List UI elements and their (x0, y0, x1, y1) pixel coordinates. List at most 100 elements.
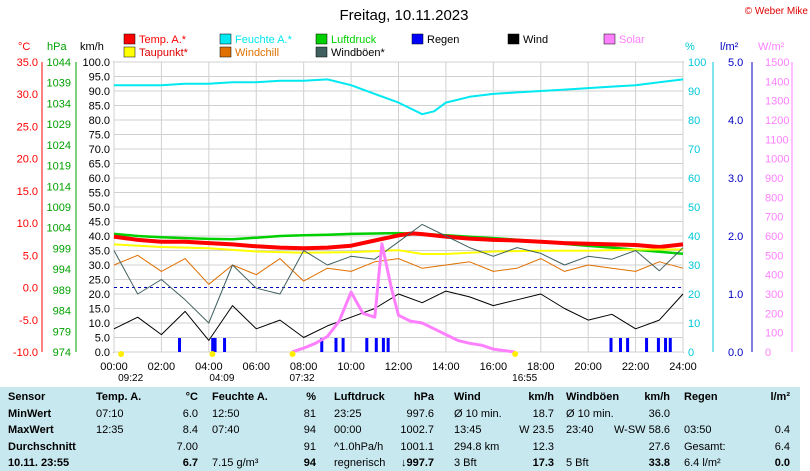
wind-tick-label: 75.0 (89, 130, 110, 142)
temp-tick-label: 30.0 (17, 89, 38, 101)
pressure-tick-label: 1014 (47, 181, 71, 193)
legend-label: Temp. A.* (139, 34, 187, 46)
solar-tick-label: 800 (765, 192, 783, 204)
rain-bar (374, 338, 378, 352)
table-cell: 17.3 (532, 457, 554, 469)
table-header-cell: l/m² (770, 391, 790, 403)
legend-swatch (315, 46, 328, 58)
wind-axis-label: km/h (80, 41, 104, 53)
humidity-tick-label: 40 (688, 231, 700, 243)
rain-bar (656, 338, 660, 352)
solar-axis-label: W/m² (758, 41, 785, 53)
table-header-cell: Temp. A. (96, 391, 142, 403)
legend-label: Taupunkt* (139, 47, 189, 59)
rain-bar (178, 338, 182, 352)
temp-tick-label: -10.0 (13, 347, 38, 359)
rain-bar (609, 338, 613, 352)
table-cell: 07:10 (96, 407, 124, 420)
x-tick-label: 08:00 (290, 361, 318, 373)
time-marker-label: 04:09 (209, 373, 234, 384)
wind-tick-label: 45.0 (89, 217, 110, 229)
rain-tick-label: 5.0 (728, 57, 743, 69)
table-cell: 12:50 (212, 407, 240, 420)
x-tick-label: 12:00 (385, 361, 413, 373)
rain-bar (381, 338, 385, 352)
table-cell: 36.0 (648, 407, 670, 420)
table-cell: 07:40 (212, 424, 240, 436)
wind-tick-label: 30.0 (89, 260, 110, 272)
rain-bar (664, 338, 668, 352)
table-header-cell: °C (185, 391, 198, 403)
table-cell: 6.4 l/m² (684, 457, 721, 469)
legend: Temp. A.* Feuchte A.* Luftdruck Regen Wind So… (123, 33, 645, 59)
legend-label: Solar (619, 34, 645, 46)
rain-bar (211, 338, 215, 352)
wind-tick-label: 20.0 (89, 289, 110, 301)
legend-swatch (411, 33, 424, 45)
table-cell: 1002.7 (400, 424, 434, 436)
pressure-tick-label: 1024 (47, 140, 71, 152)
wind-tick-label: 90.0 (89, 86, 110, 98)
series-taupunkt- (113, 243, 683, 255)
legend-swatch (219, 33, 232, 45)
humidity-tick-label: 20 (688, 289, 700, 301)
legend-label: Regen (427, 34, 459, 46)
wind-tick-label: 65.0 (89, 159, 110, 171)
table-cell: 1001.1 (400, 440, 434, 453)
rain-bar (223, 338, 227, 352)
wind-tick-label: 80.0 (89, 115, 110, 127)
x-tick-label: 20:00 (574, 361, 602, 373)
table-cell: 6.7 (182, 457, 198, 469)
rain-bar (341, 338, 345, 352)
table-cell: 91 (303, 440, 316, 453)
table-header-cell: Wind (454, 391, 481, 403)
rain-bar (668, 338, 672, 352)
pressure-tick-label: 984 (53, 306, 71, 318)
series-windchill (113, 254, 684, 285)
table-header-cell: hPa (413, 391, 434, 403)
pressure-tick-label: 979 (53, 326, 71, 338)
wind-tick-label: 35.0 (89, 246, 110, 258)
rain-bar (386, 338, 390, 352)
rain-bar (626, 338, 630, 352)
table-cell: regnerisch (334, 457, 386, 469)
legend-swatch (123, 46, 136, 58)
table-cell: 12.3 (532, 440, 554, 453)
series-wind (113, 290, 684, 341)
table-row-label: MinWert (8, 407, 52, 420)
table-header-cell: km/h (528, 391, 554, 403)
humidity-tick-label: 30 (688, 260, 700, 272)
table-header-cell: Feuchte A. (212, 391, 268, 403)
axes: 35.0 30.0 25.0 20.0 15.0 10.0 5.0 0.0 -5.0 -10.0 1… (13, 41, 793, 373)
legend-label: Windböen* (331, 47, 386, 59)
table-row-label: Durchschnitt (8, 440, 76, 453)
table-header-cell: Regen (684, 391, 718, 403)
table-cell: ↓997.7 (400, 457, 434, 469)
legend-swatch (507, 33, 520, 45)
rain-bar (618, 338, 622, 352)
rain-tick-label: 4.0 (728, 115, 743, 127)
series-windb-en- (113, 223, 684, 324)
solar-tick-label: 0 (765, 347, 771, 359)
x-tick-label: 04:00 (195, 361, 223, 373)
chart-title: Freitag, 10.11.2023 (340, 7, 469, 24)
wind-tick-label: 85.0 (89, 101, 110, 113)
time-markers: 09:22 04:09 07:32 16:55 (118, 351, 538, 384)
statistics-table: Sensor Temp. A. °C Feuchte A.% Luftdruck hPa W… (0, 387, 800, 471)
table-cell: 7.15 g/m³ (212, 457, 259, 469)
humidity-tick-label: 70 (688, 144, 700, 156)
table-cell: 3 Bft (454, 457, 477, 469)
wind-tick-label: 15.0 (89, 304, 110, 316)
table-cell: 13:45 (454, 424, 482, 436)
time-marker-dot (289, 351, 296, 357)
table-header-cell: Windböen (566, 391, 620, 403)
rain-bar (365, 338, 369, 352)
table-row-label: 10.11. 23:55 (8, 457, 70, 469)
rain-bar (334, 338, 338, 352)
table-cell: 33.8 (648, 457, 670, 469)
solar-tick-label: 1400 (765, 76, 789, 88)
temp-tick-label: 10.0 (17, 218, 38, 230)
x-tick-label: 24:00 (669, 361, 697, 373)
table-cell: 8.4 (182, 424, 198, 436)
